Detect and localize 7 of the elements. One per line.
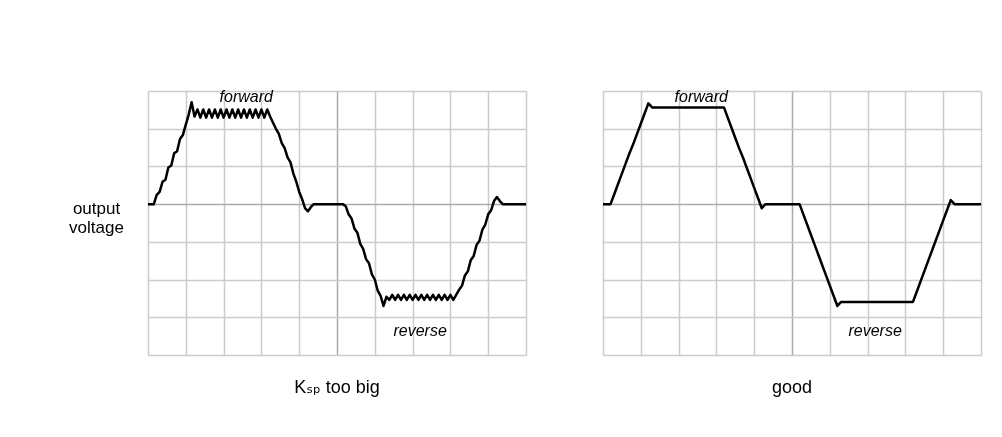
text: Kₛₚ too big bbox=[294, 377, 380, 397]
annotation: forward bbox=[674, 88, 730, 105]
text: reverse bbox=[393, 322, 447, 339]
y-axis-title: output voltage bbox=[69, 198, 124, 237]
text: good bbox=[771, 377, 813, 397]
text: reverse bbox=[848, 322, 902, 339]
annotation: forward bbox=[219, 88, 275, 105]
